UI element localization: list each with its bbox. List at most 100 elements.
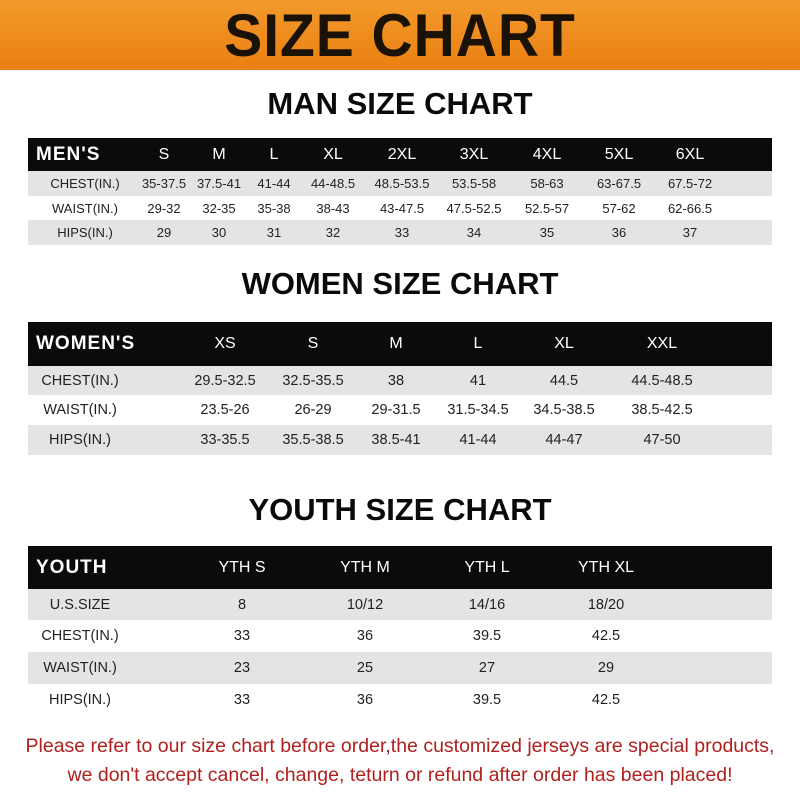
size-column-header: 2XL [387,145,417,163]
table-row: HIPS(IN.) 29 30 31 32 33 34 35 36 37 [28,220,772,245]
measurement-cell: 44.5-48.5 [631,372,693,389]
measurement-cell: 43-47.5 [379,200,425,216]
measurement-cell: 57-62 [602,200,636,216]
size-column-header: YTH L [464,558,510,576]
measurement-cell: 33-35.5 [200,432,250,448]
table-row: CHEST(IN.) 33 36 39.5 42.5 [28,620,772,652]
measurement-cell: 30 [211,225,227,240]
table-row: HIPS(IN.) 33-35.5 35.5-38.5 38.5-41 41-44 44-… [28,425,772,455]
measurement-cell: 31.5-34.5 [447,402,509,418]
measurement-cell: 42.5 [591,692,621,708]
row-label: WAIST(IN.) [52,200,118,216]
size-column-header: XL [323,145,343,163]
size-column-header: XS [214,335,236,352]
measurement-cell: 47.5-52.5 [446,200,502,216]
size-column-header: M [389,335,403,352]
measurement-cell: 33 [233,692,251,708]
size-column-header: S [158,145,170,163]
youth-section-title: YOUTH SIZE CHART [248,492,552,527]
banner-title: SIZE CHART [224,2,576,69]
measurement-cell: 41-44 [257,176,291,191]
measurement-cell: 33 [233,628,251,644]
row-label: WAIST(IN.) [43,402,117,418]
measurement-cell: 58-63 [530,176,564,191]
table-row: WAIST(IN.) 23 25 27 29 [28,652,772,684]
measurement-cell: 38.5-42.5 [631,402,693,418]
table-heading: WOMEN'S [36,333,136,354]
measurement-cell: 29.5-32.5 [194,372,256,389]
measurement-cell: 41-44 [459,432,497,448]
measurement-cell: 38-43 [316,200,350,216]
table-heading: MEN'S [36,143,101,165]
measurement-cell: 67.5-72 [667,176,713,191]
size-column-header: L [269,145,279,163]
measurement-cell: 37 [682,225,698,240]
measurement-cell: 38 [387,372,405,389]
measurement-cell: 34.5-38.5 [533,402,595,418]
table-heading: YOUTH [36,556,108,578]
size-column-header: 5XL [604,145,634,163]
measurement-cell: 23 [233,660,251,676]
size-column-header: L [473,335,483,352]
table-row: WAIST(IN.) 29-32 32-35 35-38 38-43 43-47.5 47.… [28,196,772,220]
measurement-cell: 44-48.5 [310,176,356,191]
table-header-row: YOUTH YTH S YTH M YTH L YTH XL [28,546,772,589]
measurement-cell: 44-47 [545,432,583,448]
measurement-cell: 35.5-38.5 [282,432,344,448]
measurement-cell: 42.5 [591,628,621,644]
notice-line-1: Please refer to our size chart before or… [25,735,775,757]
row-label: U.S.SIZE [49,596,111,613]
measurement-cell: 29-31.5 [371,402,421,418]
size-column-header: S [307,335,319,352]
measurement-cell: 48.5-53.5 [374,176,430,191]
measurement-cell: 34 [466,225,482,240]
measurement-cell: 47-50 [643,432,681,448]
table-header-row: MEN'S S M L XL 2XL 3XL 4XL 5XL 6XL [28,138,772,171]
table-row: HIPS(IN.) 33 36 39.5 42.5 [28,684,772,716]
measurement-cell: 35-37.5 [141,176,187,191]
measurement-cell: 41 [469,372,487,389]
measurement-cell: 36 [611,225,627,240]
measurement-cell: 25 [356,660,374,676]
size-column-header: YTH S [218,558,266,576]
row-label: CHEST(IN.) [41,628,119,644]
measurement-cell: 37.5-41 [196,176,242,191]
row-label: HIPS(IN.) [48,692,112,708]
row-label: CHEST(IN.) [41,372,119,389]
measurement-cell: 18/20 [587,596,625,613]
size-column-header: 4XL [532,145,562,163]
measurement-cell: 36 [356,692,374,708]
measurement-cell: 14/16 [468,596,506,613]
measurement-cell: 8 [237,596,247,613]
men-section-title: MAN SIZE CHART [267,86,533,121]
measurement-cell: 29 [156,225,172,240]
size-column-header: YTH M [340,558,390,576]
size-column-header: M [212,145,226,163]
measurement-cell: 39.5 [472,628,502,644]
measurement-cell: 44.5 [549,372,579,389]
row-label: WAIST(IN.) [43,660,117,676]
measurement-cell: 29-32 [147,200,181,216]
measurement-cell: 35 [539,225,555,240]
measurement-cell: 32 [325,225,341,240]
measurement-cell: 62-66.5 [667,200,713,216]
measurement-cell: 26-29 [294,402,332,418]
table-row: U.S.SIZE 8 10/12 14/16 18/20 [28,589,772,620]
size-column-header: XL [554,335,574,352]
measurement-cell: 63-67.5 [596,176,642,191]
measurement-cell: 10/12 [346,596,384,613]
size-column-header: XXL [646,335,678,352]
measurement-cell: 52.5-57 [524,200,570,216]
row-label: HIPS(IN.) [57,225,113,240]
measurement-cell: 39.5 [472,692,502,708]
notice-line-2: we don't accept cancel, change, teturn o… [67,764,733,786]
size-column-header: 6XL [675,145,705,163]
size-column-header: 3XL [459,145,489,163]
women-size-table: WOMEN'S XS S M L XL XXL CHEST(IN.) 29.5-32.5 32.5… [28,322,772,455]
size-chart-banner: SIZE CHART [0,0,800,70]
measurement-cell: 32-35 [202,200,236,216]
row-label: CHEST(IN.) [50,176,120,191]
measurement-cell: 27 [478,660,496,676]
measurement-cell: 29 [597,660,615,676]
table-header-row: WOMEN'S XS S M L XL XXL [28,322,772,366]
